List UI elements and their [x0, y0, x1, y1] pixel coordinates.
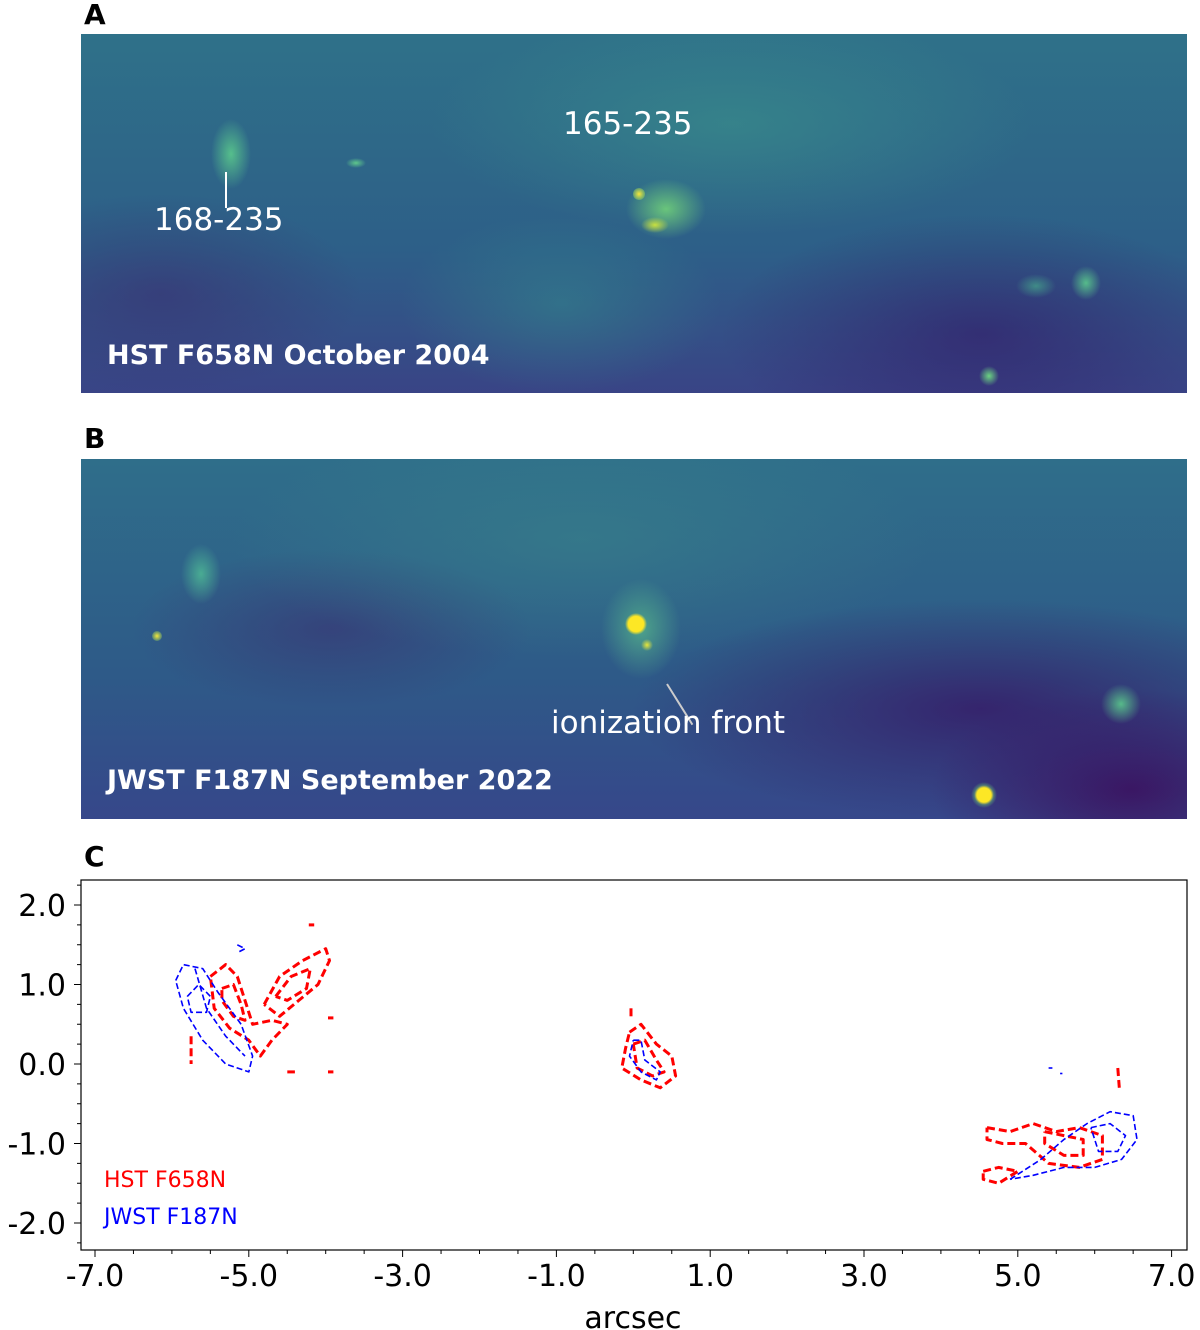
legend-hst: HST F658N: [104, 1168, 226, 1193]
source-right: [1071, 266, 1101, 300]
panel-a-letter: A: [84, 0, 106, 31]
jwst-contour: [1009, 1110, 1138, 1181]
source-165-235-front: [641, 639, 653, 651]
jwst-contour: [1090, 1122, 1127, 1153]
x-tick-label: -5.0: [220, 1259, 279, 1294]
hst-image-panel: 165-235 168-235 HST F658N October 2004: [81, 34, 1187, 393]
source-165-235-star: [633, 188, 645, 200]
source-right-2: [1016, 274, 1056, 298]
x-tick-label: 7.0: [1148, 1259, 1196, 1294]
y-tick-label: -2.0: [7, 1207, 66, 1242]
panel-b-letter: B: [84, 422, 106, 455]
x-tick-label: 5.0: [994, 1259, 1042, 1294]
hst-contour: [981, 1165, 1020, 1185]
y-tick-label: 0.0: [18, 1048, 66, 1083]
hst-contour: [220, 983, 247, 1022]
x-tick-label: 3.0: [840, 1259, 888, 1294]
hst-contour: [274, 967, 312, 1002]
x-axis-label: arcsec: [584, 1301, 681, 1330]
source-165-235-front: [641, 217, 669, 233]
source-168-235: [181, 544, 221, 604]
jwst-contour: [628, 1039, 661, 1081]
jwst-contour: [174, 963, 254, 1073]
jwst-contour: [186, 983, 212, 1014]
hst-contour: [1116, 1067, 1121, 1088]
y-tick-label: 2.0: [18, 889, 66, 924]
star-left: [152, 631, 162, 641]
y-tick-label: -1.0: [7, 1128, 66, 1163]
legend-jwst: JWST F187N: [102, 1205, 238, 1230]
pointer-line: [225, 172, 227, 208]
hst-contour: [262, 947, 331, 1018]
hst-contour: [620, 1022, 678, 1090]
hst-contour: [985, 1122, 1104, 1169]
source-bottom: [979, 366, 999, 386]
plot-frame: [80, 879, 1188, 1251]
label-168-235: 168-235: [154, 202, 284, 238]
hst-contour: [631, 1038, 666, 1078]
y-tick-label: 1.0: [18, 969, 66, 1004]
source-right: [1101, 684, 1141, 724]
hst-contour: [1043, 1130, 1085, 1157]
label-ionization-front: ionization front: [551, 705, 786, 741]
label-165-235: 165-235: [563, 106, 693, 142]
panel-a-caption: HST F658N October 2004: [107, 340, 490, 371]
x-tick-label: -1.0: [527, 1259, 586, 1294]
source-jet: [346, 158, 366, 168]
source-168-235: [211, 119, 251, 189]
jwst-contour: [194, 968, 246, 1057]
jwst-image-panel: ionization front JWST F187N September 20…: [81, 459, 1187, 819]
panel-b-caption: JWST F187N September 2022: [107, 765, 553, 796]
jwst-contour: [236, 944, 246, 954]
hst-contour: [208, 963, 289, 1058]
contour-chart: -7.0 -5.0 -3.0 -1.0 1.0 3.0 5.0 7.0 2.0 1.0 0.0 -1.…: [7, 879, 1196, 1330]
x-tick-label: -3.0: [373, 1259, 432, 1294]
x-tick-label: -7.0: [66, 1259, 125, 1294]
source-165-235-star: [625, 613, 647, 635]
x-tick-label: 1.0: [686, 1259, 734, 1294]
star-bottom: [971, 782, 997, 808]
panel-c-letter: C: [84, 840, 105, 873]
